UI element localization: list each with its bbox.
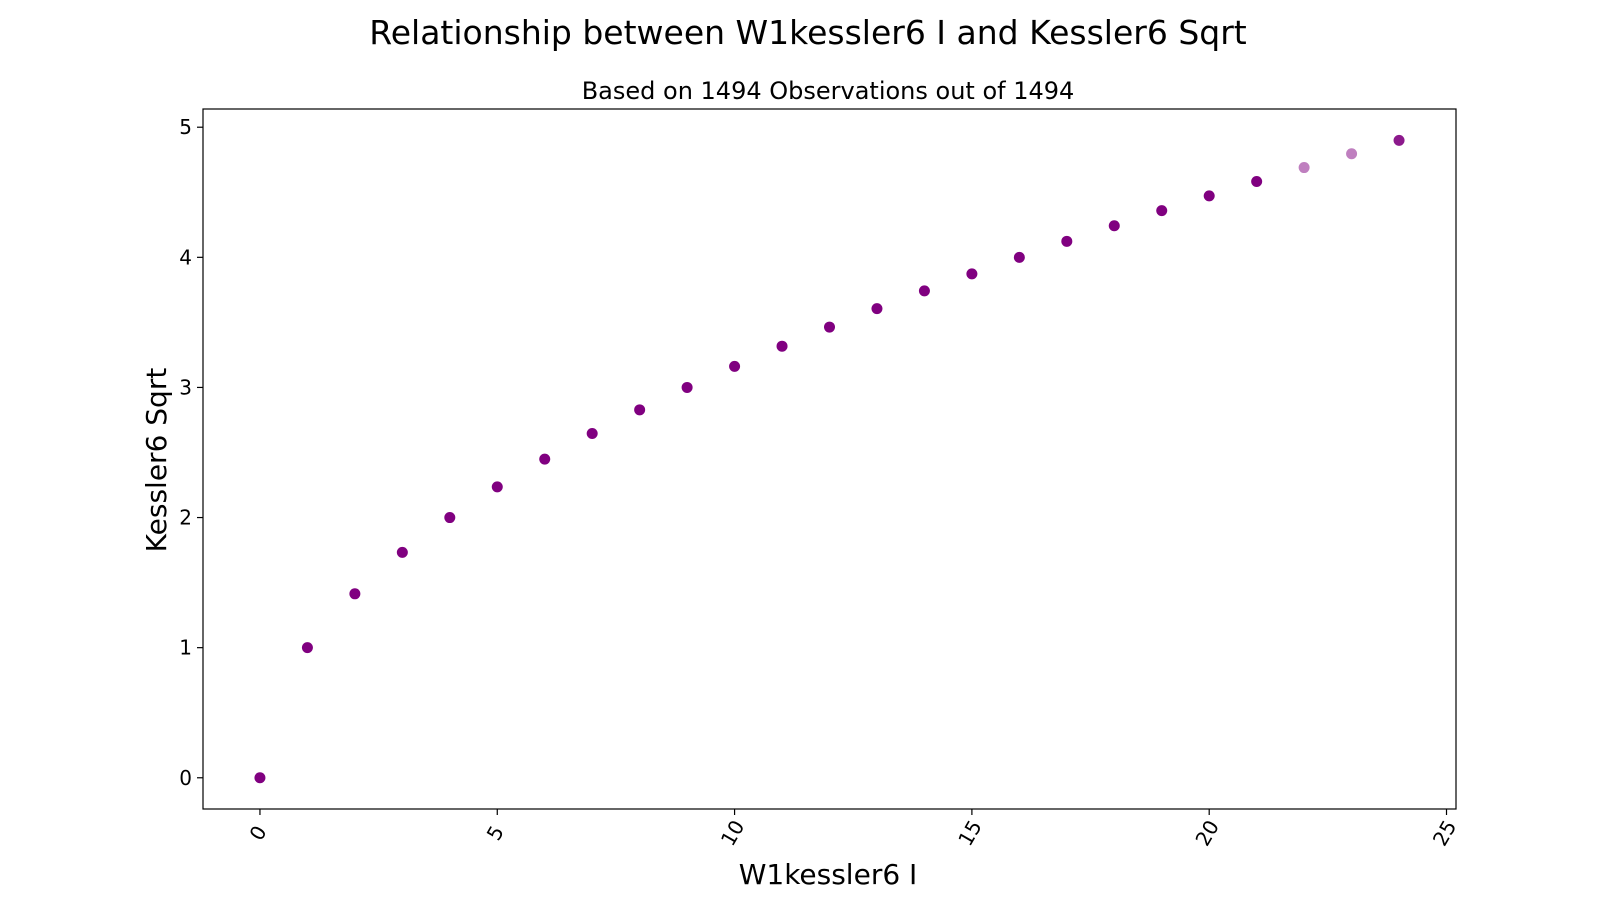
data-point-0 bbox=[254, 772, 266, 784]
data-point-8 bbox=[634, 404, 646, 416]
x-axis-label: W1kessler6 I bbox=[739, 858, 918, 891]
x-tick-label-5: 25 bbox=[1428, 816, 1462, 850]
data-point-11 bbox=[776, 340, 788, 352]
y-tick-label-1: 1 bbox=[179, 636, 192, 660]
points-layer bbox=[254, 134, 1405, 784]
data-point-9 bbox=[681, 381, 693, 393]
x-tick-label-3: 15 bbox=[953, 816, 987, 850]
y-axis-label: Kessler6 Sqrt bbox=[140, 368, 173, 553]
data-point-6 bbox=[539, 453, 551, 465]
data-point-20 bbox=[1203, 190, 1215, 202]
plot-area-frame bbox=[202, 108, 1457, 810]
data-point-19 bbox=[1156, 205, 1168, 217]
data-point-21 bbox=[1251, 175, 1263, 187]
data-point-16 bbox=[1013, 251, 1025, 263]
chart-title: Relationship between W1kessler6 I and Ke… bbox=[369, 13, 1246, 52]
data-point-22 bbox=[1298, 162, 1310, 174]
data-point-12 bbox=[824, 321, 835, 333]
data-point-1 bbox=[301, 642, 313, 654]
data-point-2 bbox=[349, 588, 361, 600]
data-point-13 bbox=[871, 303, 883, 315]
y-tick-label-0: 0 bbox=[179, 766, 192, 790]
data-point-3 bbox=[396, 546, 408, 558]
x-axis-ticks: 0 5 10 15 20 25 bbox=[244, 809, 1461, 850]
x-tick-label-1: 5 bbox=[482, 821, 509, 844]
data-point-10 bbox=[729, 360, 741, 372]
chart-subtitle: Based on 1494 Observations out of 1494 bbox=[582, 77, 1075, 105]
y-tick-label-4: 4 bbox=[179, 245, 192, 269]
y-tick-label-5: 5 bbox=[179, 115, 192, 139]
data-point-17 bbox=[1061, 235, 1073, 247]
data-point-5 bbox=[491, 481, 503, 493]
data-point-23 bbox=[1346, 148, 1358, 160]
data-point-4 bbox=[444, 512, 456, 524]
y-tick-label-2: 2 bbox=[179, 506, 192, 530]
x-tick-label-0: 0 bbox=[244, 821, 271, 844]
y-axis-ticks: 0 1 2 3 4 5 bbox=[179, 115, 203, 790]
data-point-7 bbox=[586, 428, 598, 439]
data-point-15 bbox=[966, 268, 978, 280]
y-tick-label-3: 3 bbox=[179, 375, 192, 399]
data-point-18 bbox=[1108, 220, 1120, 232]
data-point-14 bbox=[918, 285, 930, 297]
x-tick-label-2: 10 bbox=[716, 816, 750, 850]
x-tick-label-4: 20 bbox=[1190, 816, 1224, 850]
data-point-24 bbox=[1393, 134, 1405, 146]
